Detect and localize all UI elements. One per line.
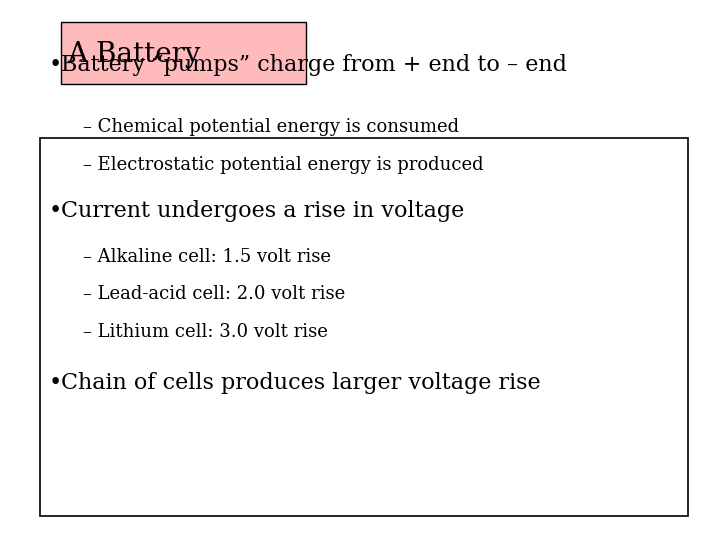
Text: •: • — [49, 200, 62, 221]
FancyBboxPatch shape — [61, 22, 306, 84]
Text: – Chemical potential energy is consumed: – Chemical potential energy is consumed — [83, 118, 459, 136]
Text: – Lithium cell: 3.0 volt rise: – Lithium cell: 3.0 volt rise — [83, 323, 328, 341]
Text: Current undergoes a rise in voltage: Current undergoes a rise in voltage — [61, 200, 464, 221]
Text: – Alkaline cell: 1.5 volt rise: – Alkaline cell: 1.5 volt rise — [83, 247, 330, 266]
Text: •: • — [49, 373, 62, 394]
Text: Battery “pumps” charge from + end to – end: Battery “pumps” charge from + end to – e… — [61, 54, 567, 76]
Text: A Battery: A Battery — [67, 40, 200, 68]
Text: – Electrostatic potential energy is produced: – Electrostatic potential energy is prod… — [83, 156, 483, 174]
FancyBboxPatch shape — [40, 138, 688, 516]
Text: Chain of cells produces larger voltage rise: Chain of cells produces larger voltage r… — [61, 373, 541, 394]
Text: •: • — [49, 54, 62, 76]
Text: – Lead-acid cell: 2.0 volt rise: – Lead-acid cell: 2.0 volt rise — [83, 285, 345, 303]
